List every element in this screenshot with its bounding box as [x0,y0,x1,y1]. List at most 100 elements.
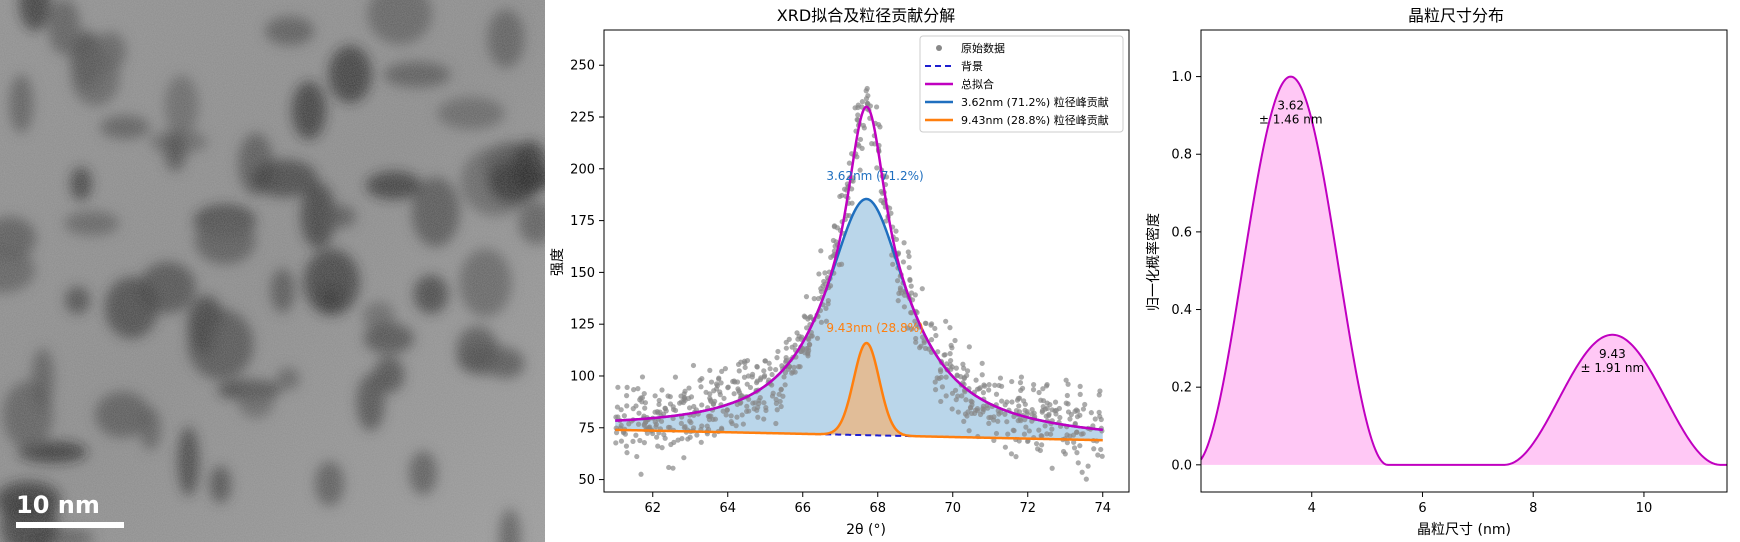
raw-data-point [786,336,792,342]
raw-data-point [874,165,880,171]
raw-data-point [723,412,729,418]
raw-data-point [694,432,700,438]
raw-data-point [857,167,863,173]
raw-data-point [1004,419,1010,425]
xrd-chart: XRD拟合及粒径贡献分解 62 64 66 68 70 72 74 50 75 100 125 15… [550,6,1130,538]
raw-data-point [1099,453,1105,459]
raw-data-point [861,125,867,131]
raw-data-point [633,403,639,409]
raw-data-point [638,395,644,401]
raw-data-point [663,408,669,414]
raw-data-point [935,349,941,355]
raw-data-point [952,387,959,393]
raw-data-point [634,453,640,460]
raw-data-point [990,417,997,423]
dist-ytick-label: 0.2 [1171,381,1192,396]
raw-data-point [769,371,775,378]
raw-data-point [652,419,658,425]
raw-data-point [1064,392,1070,399]
raw-data-point [1077,412,1083,418]
raw-data-point [637,437,643,444]
raw-data-point [913,339,919,345]
raw-data-point [1083,476,1089,482]
raw-data-point [687,418,693,424]
raw-data-point [752,400,758,406]
raw-data-point [782,382,788,388]
legend-bg-label: 背景 [961,59,983,73]
raw-data-point [967,404,974,410]
raw-data-point [707,367,713,373]
raw-data-point [996,411,1002,417]
raw-data-point [1075,460,1081,466]
raw-data-point [962,411,969,417]
raw-data-point [1096,409,1102,415]
raw-data-point [1016,409,1023,415]
legend-raw-marker [936,45,942,51]
raw-data-point [659,445,665,451]
raw-data-point [928,337,935,343]
raw-data-point [932,387,939,393]
raw-data-point [1079,469,1085,475]
raw-data-point [961,365,967,371]
raw-data-point [1074,450,1080,456]
raw-data-point [744,408,750,414]
raw-data-point [734,379,741,385]
dist-chart-title: 晶粒尺寸分布 [1408,6,1504,25]
legend-frame [919,35,1124,133]
raw-data-point [719,368,725,375]
raw-data-point [731,391,737,397]
raw-data-point [1026,428,1032,434]
raw-data-point [758,375,764,381]
scale-bar [16,522,124,528]
raw-data-point [1009,399,1015,405]
tem-noise [0,0,545,542]
xrd-ann-large: 9.43nm (28.8%) [826,321,923,335]
raw-data-point [1011,428,1017,434]
raw-data-point [836,262,842,268]
raw-data-point [1039,442,1045,448]
raw-data-point [641,390,647,397]
raw-data-point [635,421,642,427]
raw-data-point [618,407,624,413]
raw-data-point [710,401,717,407]
raw-data-point [943,318,949,324]
raw-data-point [635,386,641,392]
raw-data-point [783,345,789,351]
raw-data-point [679,435,685,442]
raw-data-point [690,362,697,369]
raw-data-point [949,364,955,370]
raw-data-point [966,428,972,434]
xrd-ytick-label: 225 [570,111,595,126]
raw-data-point [816,271,822,277]
raw-data-point [893,228,899,234]
raw-data-point [855,112,861,118]
raw-data-point [739,412,745,418]
raw-data-point [1044,382,1050,388]
raw-data-point [893,236,900,243]
raw-data-point [1048,431,1054,437]
raw-data-point [624,384,630,390]
xrd-xtick-label: 68 [869,501,886,516]
raw-data-point [811,296,817,302]
raw-data-point [717,392,723,398]
raw-data-point [631,387,637,393]
raw-data-point [818,319,825,325]
raw-data-point [818,289,824,295]
raw-data-point [1002,444,1008,450]
raw-data-point [849,186,855,192]
raw-data-point [773,396,779,403]
raw-data-point [799,334,805,340]
raw-data-point [641,440,647,446]
xrd-plot-frame [603,29,1130,493]
raw-data-point [932,325,938,332]
raw-data-point [1021,431,1028,437]
raw-data-point [969,399,975,405]
raw-data-point [677,400,683,406]
raw-data-point [718,380,724,386]
size-distribution-chart: 晶粒尺寸分布 4 6 8 10 0.0 0.2 0.4 0.6 0.8 1.0 晶粒尺寸 (nm… [1145,6,1728,538]
large-component-fill [615,342,1103,441]
raw-data-point [1064,432,1070,438]
raw-data-point [981,382,987,388]
raw-data-point [918,343,924,349]
